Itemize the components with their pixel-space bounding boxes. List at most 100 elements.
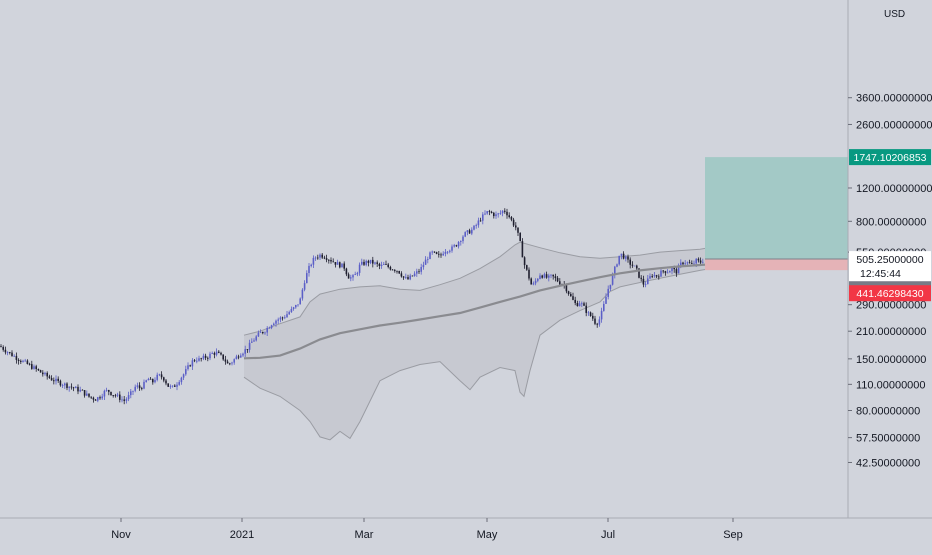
price-badge — [849, 149, 931, 166]
y-tick-label: 3600.00000000 — [856, 93, 932, 105]
candle-body — [644, 284, 647, 285]
candle-body — [297, 304, 299, 306]
candle-body — [345, 268, 348, 275]
candle-body — [495, 214, 497, 217]
candle-body — [523, 257, 526, 266]
candle-body — [380, 264, 383, 266]
candle-body — [211, 353, 213, 354]
candle-body — [26, 360, 29, 364]
candle-body — [442, 253, 444, 256]
candle-body — [510, 217, 513, 220]
candle-body — [460, 241, 462, 242]
candle-body — [519, 232, 521, 241]
candle-body — [334, 262, 337, 265]
candle-body — [224, 359, 227, 362]
candle-body — [165, 380, 167, 384]
candle-body — [435, 252, 438, 254]
y-tick-label: 150.00000000 — [856, 354, 926, 366]
candle-body — [55, 378, 57, 382]
candle-body — [110, 391, 112, 396]
candle-body — [257, 332, 260, 337]
candle-body — [473, 225, 475, 230]
candle-body — [70, 386, 73, 388]
candle-body — [138, 385, 141, 389]
candle-body — [614, 266, 616, 275]
price-badge-label: 1747.10206853 — [854, 152, 927, 164]
candle-body — [323, 257, 326, 259]
x-tick-label: Mar — [355, 529, 374, 541]
candle-body — [42, 372, 44, 375]
long-position-tool[interactable] — [705, 157, 848, 271]
candle-body — [235, 356, 238, 360]
loss-zone[interactable] — [705, 259, 848, 271]
candle-body — [321, 254, 323, 258]
candle-body — [255, 336, 257, 341]
candle-body — [158, 374, 161, 376]
candle-body — [215, 351, 218, 355]
candle-body — [506, 211, 508, 216]
candle-body — [457, 242, 460, 247]
candle-body — [504, 210, 506, 212]
candle-body — [180, 377, 183, 383]
candle-body — [284, 317, 286, 319]
x-tick-label: Sep — [723, 529, 743, 541]
candle-body — [174, 385, 176, 387]
candle-body — [253, 340, 255, 342]
candle-body — [583, 303, 585, 306]
candle-body — [11, 352, 13, 357]
candle-body — [686, 262, 689, 264]
candle-body — [640, 277, 642, 279]
candle-body — [226, 361, 229, 364]
candle-body — [6, 352, 9, 353]
candle-body — [697, 258, 700, 261]
candle-body — [671, 267, 673, 272]
candle-body — [127, 395, 130, 400]
candle-body — [537, 278, 539, 281]
candle-body — [372, 259, 374, 264]
candle-body — [631, 264, 634, 266]
candle-body — [651, 276, 653, 277]
candle-body — [154, 379, 156, 383]
candle-body — [160, 374, 163, 378]
time-axis[interactable]: Nov 2021 Mar May Jul Sep — [111, 518, 743, 541]
candle-body — [147, 378, 150, 381]
candle-body — [400, 273, 403, 277]
candle-body — [319, 254, 321, 258]
candle-body — [222, 354, 224, 360]
candle-body — [92, 397, 95, 400]
candle-body — [378, 263, 381, 266]
candle-body — [77, 386, 79, 392]
candle-body — [169, 386, 172, 387]
candle-body — [680, 262, 682, 266]
candle-body — [119, 394, 121, 400]
candle-body — [242, 353, 244, 356]
candle-body — [290, 309, 293, 313]
candle-body — [121, 399, 123, 401]
candle-body — [482, 214, 484, 221]
candle-body — [262, 332, 264, 334]
candle-body — [471, 229, 473, 234]
profit-zone[interactable] — [705, 157, 848, 260]
candle-body — [600, 310, 603, 320]
candle-body — [209, 353, 211, 359]
candle-body — [543, 274, 546, 278]
candle-body — [675, 269, 678, 274]
candle-body — [268, 327, 271, 329]
candle-body — [427, 259, 429, 260]
candle-body — [647, 278, 649, 285]
price-axis[interactable]: 3600.00000000 2600.00000000 1200.00000000 8… — [848, 93, 932, 470]
candle-body — [59, 380, 62, 386]
candle-body — [581, 303, 583, 305]
candle-body — [367, 260, 370, 263]
candle-body — [196, 360, 198, 362]
candle-body — [684, 263, 686, 265]
candle-body — [339, 262, 341, 268]
candle-body — [330, 260, 332, 262]
candle-body — [343, 263, 345, 269]
candle-body — [187, 365, 189, 370]
candle-body — [609, 284, 612, 289]
candle-body — [446, 251, 449, 253]
candle-body — [167, 383, 169, 387]
